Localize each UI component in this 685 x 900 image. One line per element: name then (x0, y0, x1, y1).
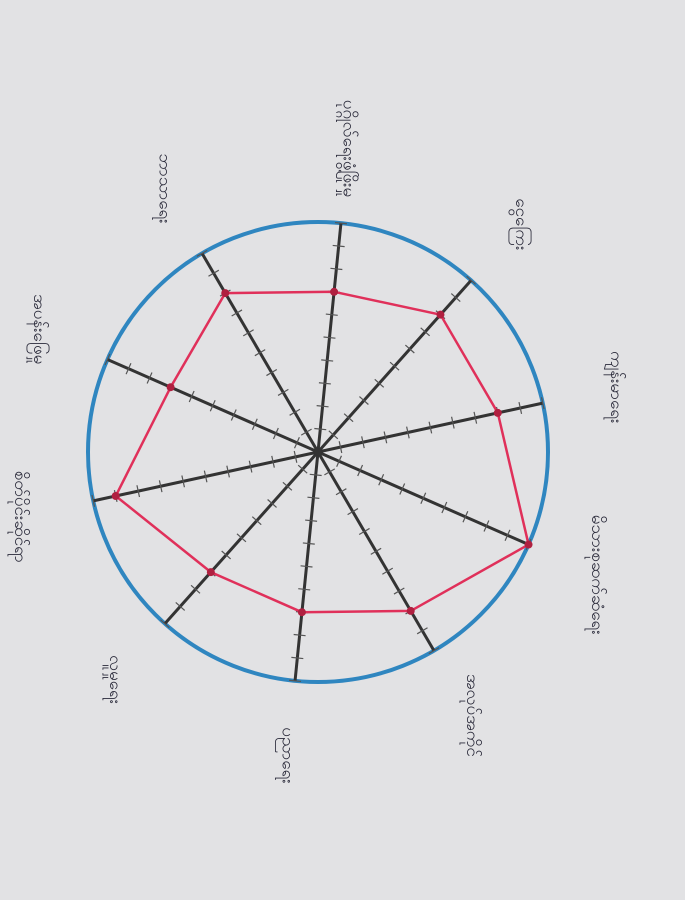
category-label: လူမှုရေး (102, 655, 125, 704)
category-label: အလုပ်အကိုင် (459, 674, 482, 757)
value-point (207, 568, 215, 576)
value-point (407, 607, 415, 615)
category-label: ပညာရေး (275, 727, 298, 783)
center-dot (314, 448, 322, 456)
category-label: စိတ်ပိုင်းဆိုင်ရာ (7, 471, 30, 563)
category-label: ဘာသာရေး (151, 154, 174, 224)
value-point (494, 409, 502, 417)
value-point (298, 608, 306, 616)
value-point (112, 492, 120, 500)
value-point (221, 289, 229, 297)
category-label: အပန်းဖြေမှု (26, 294, 51, 364)
value-point (525, 541, 533, 549)
category-label: မိသားစုဆက်ဆံရေး (584, 515, 607, 635)
chart: ပုဂ္ဂိုလ်ရေးဖွံ့ဖြိုးမှုငွေကြေးကျန်းမာရေ… (0, 0, 685, 900)
category-label: ကျန်းမာရေး (603, 351, 626, 423)
value-point (330, 288, 338, 296)
category-label: ငွေကြေး (508, 198, 533, 250)
value-point (436, 311, 444, 319)
category-label: ပုဂ္ဂိုလ်ရေးဖွံ့ဖြိုးမှု (335, 100, 360, 197)
value-point (167, 383, 175, 391)
